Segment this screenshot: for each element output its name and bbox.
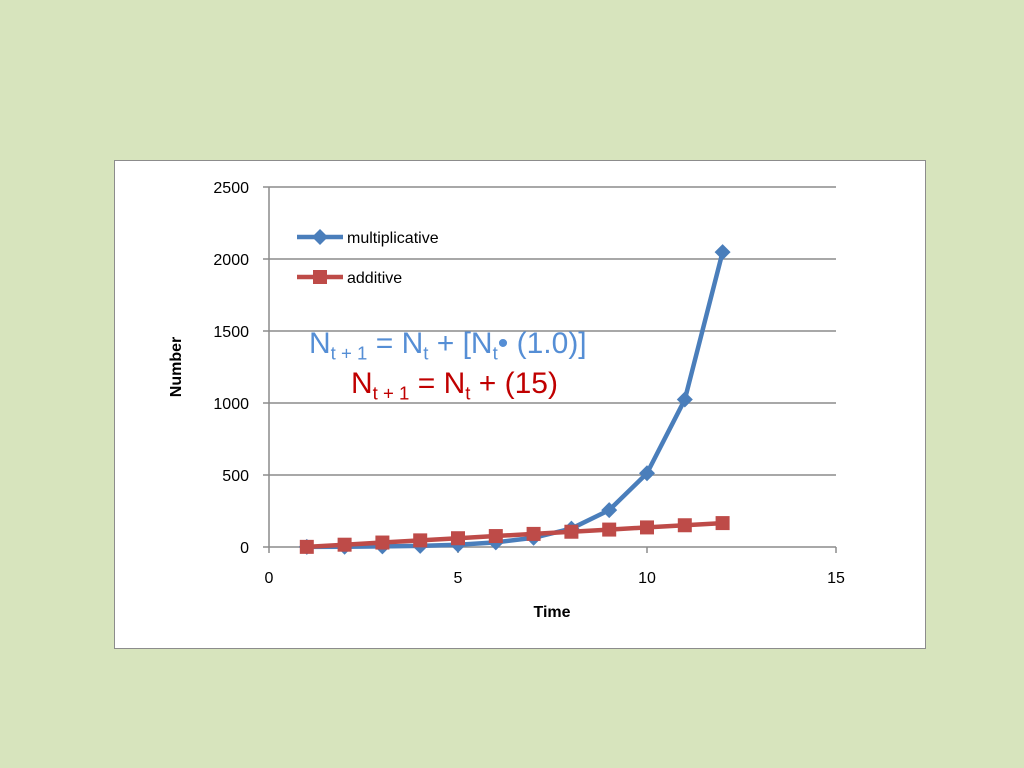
point-additive-8 xyxy=(602,522,617,537)
legend-label-multiplicative: multiplicative xyxy=(347,230,439,247)
x-tick-label-3: 15 xyxy=(827,570,845,587)
series-line-additive xyxy=(306,520,723,550)
y-tick-label-3: 1500 xyxy=(213,324,249,341)
eq-add-b-sub: t xyxy=(465,382,471,404)
legend-label-additive: additive xyxy=(347,270,402,287)
additive-equation: Nt + 1 = Nt + (15) xyxy=(351,367,558,404)
y-tick-label-5: 2500 xyxy=(213,180,249,197)
eq-mult-a: N xyxy=(309,327,331,360)
axes: 0 500 1000 1500 2000 2500 0 5 10 15 Time Number xyxy=(168,180,845,621)
point-multiplicative-9 xyxy=(639,465,655,482)
point-additive-7 xyxy=(564,524,579,539)
x-tick-label-0: 0 xyxy=(265,570,274,587)
point-additive-1 xyxy=(337,537,352,552)
point-multiplicative-10 xyxy=(676,391,693,408)
y-tick-label-2: 1000 xyxy=(213,396,249,413)
point-additive-9 xyxy=(640,520,654,535)
eq-mult-c-sub: t xyxy=(492,342,498,364)
eq-mult-c: + [N xyxy=(428,327,493,360)
eq-mult-b: = N xyxy=(367,327,424,360)
x-tick-label-2: 10 xyxy=(638,570,656,587)
eq-add-a: N xyxy=(351,367,373,400)
series-additive xyxy=(299,516,730,554)
point-additive-10 xyxy=(677,518,692,533)
y-axis-title: Number xyxy=(168,337,185,397)
legend-marker-additive xyxy=(313,270,327,284)
legend-marker-multiplicative xyxy=(312,229,328,245)
multiplicative-equation: Nt + 1 = Nt + [Nt• (1.0)] xyxy=(309,327,587,364)
y-tick-label-4: 2000 xyxy=(213,252,249,269)
point-additive-0 xyxy=(299,539,314,554)
point-additive-3 xyxy=(413,533,428,548)
point-additive-4 xyxy=(451,531,465,546)
x-tick-label-1: 5 xyxy=(454,570,463,587)
point-multiplicative-8 xyxy=(601,502,618,519)
eq-add-a-sub: t + 1 xyxy=(372,382,410,404)
y-tick-label-0: 0 xyxy=(240,540,249,557)
eq-add-c: + (15) xyxy=(470,367,558,400)
eq-add-b: = N xyxy=(409,367,466,400)
legend-item-multiplicative: multiplicative xyxy=(297,229,439,247)
eq-mult-d: • (1.0)] xyxy=(497,327,587,360)
point-multiplicative-11 xyxy=(714,244,731,261)
x-axis-title: Time xyxy=(533,604,570,621)
legend-item-additive: additive xyxy=(297,270,402,287)
gridlines xyxy=(269,186,836,476)
point-additive-2 xyxy=(375,535,390,550)
eq-mult-b-sub: t xyxy=(423,342,429,364)
line-chart: 0 500 1000 1500 2000 2500 0 5 10 15 Time Number mul… xyxy=(168,180,845,621)
point-additive-11 xyxy=(715,516,730,531)
legend: multiplicative additive xyxy=(297,229,439,287)
chart-area: 0 500 1000 1500 2000 2500 0 5 10 15 Time Number mul… xyxy=(114,160,926,649)
y-tick-label-1: 500 xyxy=(222,468,249,485)
series-layer xyxy=(298,244,731,555)
point-additive-5 xyxy=(488,529,503,544)
point-additive-6 xyxy=(526,526,541,541)
eq-mult-a-sub: t + 1 xyxy=(330,342,368,364)
